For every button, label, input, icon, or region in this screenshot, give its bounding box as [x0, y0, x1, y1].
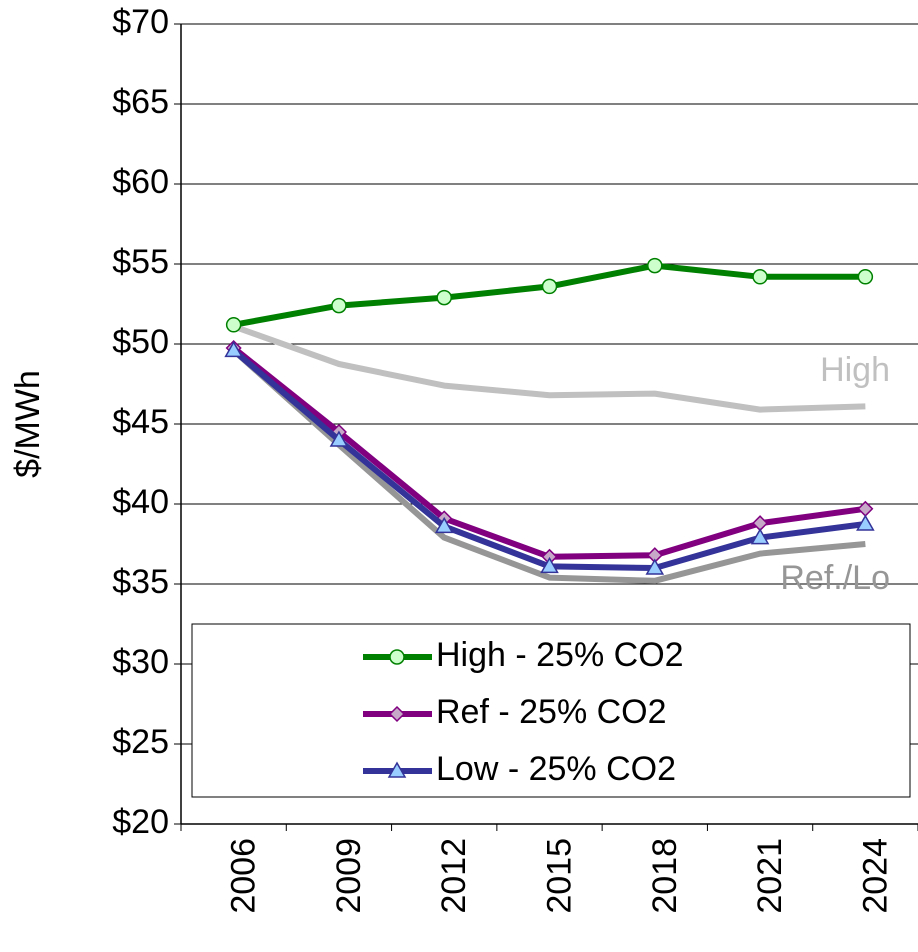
y-tick-label: $20: [112, 803, 169, 841]
x-tick-label: 2015: [540, 838, 578, 914]
y-axis-label: $/MWh: [9, 370, 47, 478]
marker: [225, 317, 242, 333]
marker: [388, 705, 406, 723]
marker: [436, 289, 452, 306]
reference-line: [232, 323, 866, 413]
marker: [331, 297, 347, 314]
marker: [389, 649, 405, 665]
marker: [752, 269, 768, 285]
y-tick-label: $60: [112, 163, 169, 201]
y-tick-label: $40: [112, 483, 169, 521]
marker: [857, 269, 874, 285]
marker: [541, 278, 558, 295]
marker: [856, 514, 875, 531]
marker: [645, 558, 665, 575]
y-tick-label: $45: [112, 403, 169, 441]
x-tick-label: 2006: [225, 838, 263, 914]
marker: [387, 761, 407, 778]
marker: [647, 257, 663, 274]
marker: [224, 340, 243, 358]
legend-label: Ref - 25% CO2: [436, 693, 667, 731]
y-tick-label: $70: [112, 3, 169, 41]
marker: [750, 528, 770, 545]
x-tick-label: 2012: [435, 838, 473, 914]
reference-line: [231, 348, 866, 584]
legend-label: Low - 25% CO2: [436, 750, 676, 788]
series-line: [233, 262, 866, 328]
y-tick-label: $30: [112, 643, 169, 681]
y-tick-label: $55: [112, 243, 169, 281]
legend-label: High - 25% CO2: [436, 636, 684, 674]
legend-box: [191, 623, 911, 798]
x-tick-label: 2009: [330, 838, 368, 914]
x-tick-label: 2024: [856, 838, 894, 914]
y-tick-label: $50: [112, 323, 169, 361]
y-tick-label: $35: [112, 563, 169, 601]
x-tick-label: 2018: [646, 838, 684, 914]
marker: [434, 516, 454, 534]
y-tick-label: $25: [112, 723, 169, 761]
marker: [329, 430, 349, 447]
series-line: [231, 345, 866, 560]
x-tick-label: 2021: [751, 838, 789, 914]
line-annotation: High: [820, 351, 890, 389]
line-annotation: Ref./Lo: [780, 559, 890, 597]
series-line: [231, 348, 866, 571]
marker: [540, 556, 559, 574]
y-tick-label: $65: [112, 83, 169, 121]
